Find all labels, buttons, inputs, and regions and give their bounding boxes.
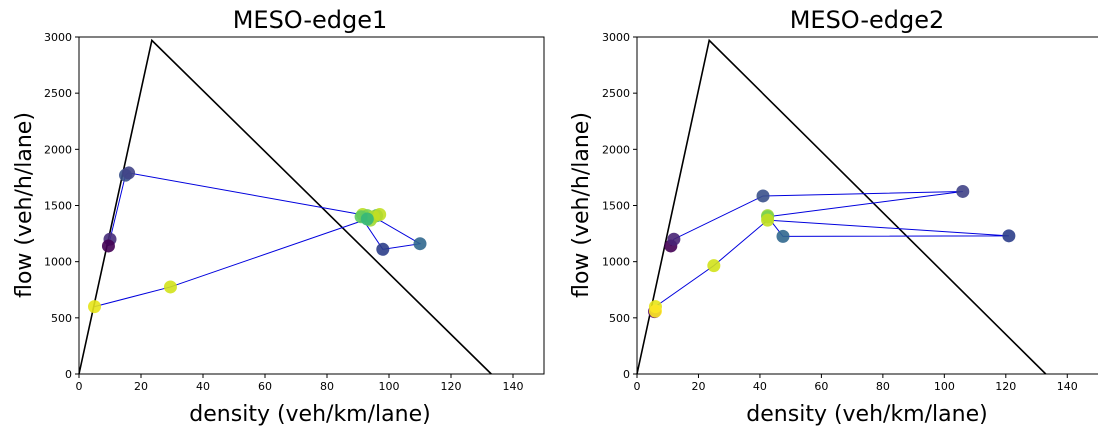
trajectory-line bbox=[94, 172, 422, 308]
x-tick-label: 140 bbox=[503, 380, 524, 393]
x-tick-label: 140 bbox=[1057, 380, 1078, 393]
y-tick-label: 500 bbox=[51, 312, 72, 325]
x-tick-label: 60 bbox=[814, 380, 828, 393]
y-tick-label: 1500 bbox=[602, 200, 630, 213]
trajectory-line bbox=[654, 190, 1009, 312]
data-point bbox=[756, 189, 770, 203]
y-tick-label: 2000 bbox=[602, 143, 630, 156]
x-tick-label: 0 bbox=[76, 380, 83, 393]
data-point bbox=[413, 237, 427, 251]
y-axis-label: flow (veh/h/lane) bbox=[569, 112, 594, 298]
data-point bbox=[122, 166, 136, 180]
plot-area bbox=[636, 36, 1098, 375]
data-point bbox=[376, 242, 390, 256]
fundamental-diagram-line bbox=[636, 38, 1047, 375]
ticks-group: 0 20 40 60 80 100 120 140 0 500 1000 1500 2000 2500 30… bbox=[602, 31, 1078, 393]
x-tick-label: 120 bbox=[441, 380, 462, 393]
x-tick-label: 40 bbox=[753, 380, 767, 393]
data-point bbox=[956, 184, 970, 198]
x-tick-label: 120 bbox=[995, 380, 1016, 393]
x-tick-label: 80 bbox=[320, 380, 334, 393]
axes-frame bbox=[78, 36, 545, 375]
y-tick-label: 1000 bbox=[602, 256, 630, 269]
data-point bbox=[707, 259, 721, 273]
plot-area bbox=[78, 36, 545, 375]
x-tick-label: 0 bbox=[634, 380, 641, 393]
y-tick-label: 2000 bbox=[44, 143, 72, 156]
axes-frame bbox=[636, 36, 1098, 375]
y-axis-label: flow (veh/h/lane) bbox=[12, 112, 37, 298]
x-tick-label: 100 bbox=[934, 380, 955, 393]
x-tick-label: 100 bbox=[379, 380, 400, 393]
y-tick-label: 1500 bbox=[44, 200, 72, 213]
x-tick-label: 80 bbox=[876, 380, 890, 393]
data-point bbox=[761, 213, 775, 227]
x-tick-label: 60 bbox=[258, 380, 272, 393]
y-tick-label: 0 bbox=[623, 368, 630, 381]
y-tick-label: 0 bbox=[65, 368, 72, 381]
fundamental-diagram-line bbox=[78, 38, 492, 375]
data-point bbox=[1002, 229, 1016, 243]
x-axis-label: density (veh/km/lane) bbox=[746, 402, 987, 427]
y-tick-label: 1000 bbox=[44, 256, 72, 269]
x-tick-label: 20 bbox=[691, 380, 705, 393]
data-point bbox=[667, 232, 681, 246]
ticks-group: 0 20 40 60 80 100 120 140 0 500 1000 1500 2000 2500 30… bbox=[44, 31, 524, 393]
chart-title: MESO-edge1 bbox=[233, 6, 388, 34]
chart-panel-edge2: MESO-edge2 density (veh/km/lane) flow (v… bbox=[569, 6, 1098, 427]
x-axis-label: density (veh/km/lane) bbox=[189, 402, 430, 427]
data-point bbox=[88, 300, 101, 314]
x-tick-label: 20 bbox=[134, 380, 148, 393]
data-point bbox=[101, 239, 115, 253]
data-point bbox=[648, 304, 662, 318]
y-tick-label: 3000 bbox=[44, 31, 72, 44]
y-tick-label: 3000 bbox=[602, 31, 630, 44]
x-tick-label: 40 bbox=[196, 380, 210, 393]
y-tick-label: 2500 bbox=[602, 87, 630, 100]
chart-panel-edge1: MESO-edge1 density (veh/km/lane) flow (v… bbox=[12, 6, 545, 427]
data-point bbox=[776, 229, 790, 243]
y-tick-label: 500 bbox=[609, 312, 630, 325]
data-point bbox=[360, 212, 374, 226]
y-tick-label: 2500 bbox=[44, 87, 72, 100]
data-point bbox=[373, 207, 387, 221]
data-point bbox=[163, 280, 177, 294]
chart-title: MESO-edge2 bbox=[790, 6, 945, 34]
